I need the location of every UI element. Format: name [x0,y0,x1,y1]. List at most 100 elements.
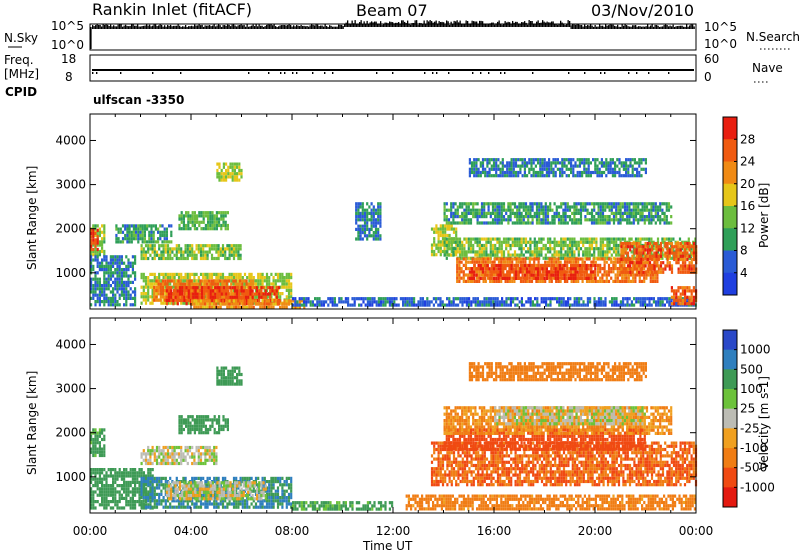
nsky-bar [648,26,650,29]
heatmap-cell [250,305,253,309]
heatmap-cell [165,230,168,234]
heatmap-cell [214,279,217,283]
heatmap-cell [112,290,115,294]
heatmap-cell [603,279,606,283]
heatmap-cell [275,286,278,290]
heatmap-cell [469,240,473,244]
nsky-bar [141,26,143,29]
heatmap-cell [260,289,263,293]
heatmap-cell [177,282,180,286]
heatmap-cell [692,241,696,246]
heatmap-cell [546,218,550,222]
heatmap-cell [604,253,607,257]
heatmap-cell [228,299,231,303]
heatmap-cell [553,218,556,222]
nave-dot [648,72,650,74]
heatmap-cell [520,247,523,251]
heatmap-cell [480,250,484,254]
heatmap-cell [146,227,149,231]
heatmap-cell [522,279,525,283]
heatmap-cell [469,237,473,241]
heatmap-cell [162,247,165,251]
heatmap-cell [170,230,173,234]
heatmap-cell [654,202,657,206]
heatmap-cell [621,279,624,283]
heatmap-cell [118,284,121,288]
heatmap-cell [208,305,211,309]
heatmap-cell [124,227,127,231]
heatmap-cell [232,253,236,257]
heatmap-cell [480,243,484,248]
heatmap-cell [540,202,543,206]
heatmap-cell [571,211,574,215]
heatmap-cell [210,253,214,257]
nsky-bar [302,25,304,29]
heatmap-cell [96,247,99,252]
heatmap-cell [213,305,216,309]
heatmap-cell [157,279,160,283]
heatmap-cell [221,299,224,303]
heatmap-cell [626,208,629,212]
heatmap-cell [587,273,590,277]
heatmap-cell [519,260,523,264]
heatmap-cell [668,248,671,252]
nsky-bar [341,24,343,29]
heatmap-cell [615,205,618,209]
heatmap-cell [239,247,242,251]
nsky-bar [191,25,193,29]
heatmap-cell [677,267,680,271]
heatmap-cell [186,279,189,283]
heatmap-cell [236,282,239,286]
nsky-bar [197,25,199,29]
heatmap-cell [112,274,115,278]
heatmap-cell [214,289,217,293]
heatmap-cell [447,208,451,212]
nave-label: Nave [752,61,783,75]
nsky-bar [543,21,545,27]
heatmap-cell [125,284,128,288]
heatmap-cell [107,296,110,300]
nsky-bar [236,26,238,29]
heatmap-cell [437,227,440,231]
heatmap-cell [210,276,214,280]
heatmap-cell [597,218,600,222]
heatmap-cell [667,208,671,212]
heatmap-cell [142,272,145,276]
heatmap-cell [94,277,97,281]
heatmap-cell [105,277,108,281]
heatmap-cell [511,237,514,241]
heatmap-cell [637,261,641,265]
heatmap-cell [498,221,501,225]
heatmap-cell [216,292,219,296]
heatmap-cell [357,205,360,209]
heatmap-cell [692,251,696,255]
heatmap-cell [185,298,188,303]
heatmap-cell [627,273,630,277]
heatmap-cell [287,299,290,303]
heatmap-cell [545,267,548,271]
heatmap-cell [165,289,168,293]
heatmap-cell [456,237,459,241]
heatmap-cell [533,253,536,257]
heatmap-cell [549,202,552,206]
heatmap-cell [162,301,165,305]
heatmap-cell [467,243,470,248]
heatmap-cell [562,215,565,219]
heatmap-cell [210,302,213,306]
heatmap-cell [433,227,436,231]
heatmap-cell [590,218,594,222]
nsky-bar [473,21,475,27]
heatmap-cell [500,279,503,283]
heatmap-cell [125,293,128,297]
nsky-bar [159,24,161,29]
heatmap-cell [460,270,463,274]
nsky-bar [102,24,104,29]
heatmap-cell [629,273,633,277]
heatmap-cell [153,256,156,261]
heatmap-cell [454,250,457,254]
heatmap-cell [614,263,617,267]
heatmap-cell [464,257,468,261]
heatmap-cell [607,257,611,261]
heatmap-cell [639,240,642,244]
heatmap-cell [620,241,623,246]
